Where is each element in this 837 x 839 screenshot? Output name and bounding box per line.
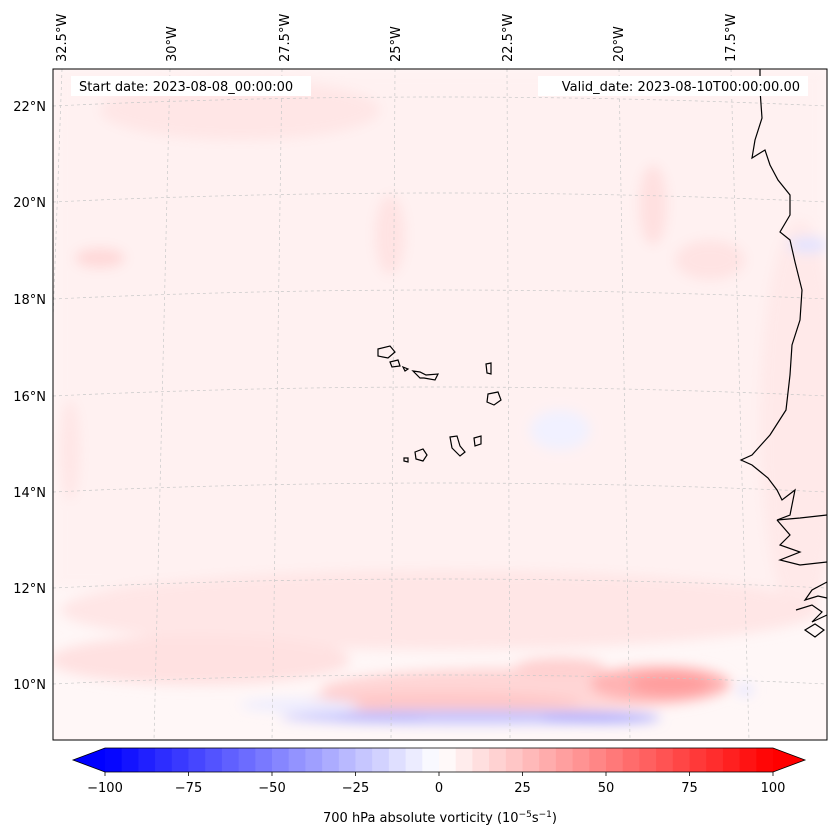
colorbar-cell	[589, 748, 607, 772]
brava	[403, 457, 409, 463]
lat-label-20n: 20°N	[13, 196, 46, 211]
sao-nicolau	[411, 370, 440, 381]
fogo	[414, 448, 428, 462]
lon-label-25w: 25°W	[389, 26, 404, 62]
lon-label-27-5w: 27.5°W	[278, 14, 293, 62]
santiago	[449, 435, 466, 457]
colorbar-cell	[756, 748, 774, 772]
colorbar-tick-label: 25	[514, 781, 531, 796]
colorbar-cell	[221, 748, 240, 772]
lat-label-22n: 22°N	[13, 100, 46, 115]
boa-vista	[486, 391, 502, 406]
colorbar-cell	[472, 748, 490, 772]
latitude-labels: 22°N 20°N 18°N 16°N 14°N 12°N 10°N	[13, 100, 46, 693]
colorbar-cell	[522, 748, 540, 772]
colorbar-cell	[305, 748, 323, 772]
colorbar-cell	[405, 748, 423, 772]
map-panel: Start date: 2023-08-08_00:00:00 Valid_da…	[53, 69, 827, 740]
colorbar-cell	[606, 748, 624, 772]
colorbar-cell	[455, 748, 473, 772]
colorbar-label: 700 hPa absolute vorticity (10−5s−1)	[323, 810, 557, 826]
colorbar-ticks: −100 −75 −50 −25 0 25 50 75 100	[87, 772, 785, 796]
colorbar-cell	[656, 748, 674, 772]
gridlines	[53, 69, 827, 740]
colorbar-cell	[639, 748, 657, 772]
colorbar-cell	[706, 748, 724, 772]
colorbar-cell	[205, 748, 223, 772]
lat-label-14n: 14°N	[13, 486, 46, 501]
valid-date-box	[538, 76, 808, 96]
longitude-labels: 32.5°W 30°W 27.5°W 25°W 22.5°W 20°W 17.5…	[55, 14, 739, 62]
lat-label-16n: 16°N	[13, 390, 46, 405]
africa-coastline	[739, 69, 827, 521]
colorbar-cell	[238, 748, 256, 772]
colorbar-cell	[555, 748, 574, 772]
colorbar-cell	[489, 748, 507, 772]
colorbar-cell	[539, 748, 557, 772]
colorbar-cell	[439, 748, 457, 772]
colorbar-cell	[272, 748, 290, 772]
colorbar-cell	[622, 748, 640, 772]
colorbar-cell	[689, 748, 707, 772]
colorbar-tick-label: −25	[342, 781, 369, 796]
vorticity-field	[53, 69, 827, 724]
colorbar-cells	[105, 748, 774, 772]
start-date-label: Start date: 2023-08-08_00:00:00	[79, 80, 293, 95]
colorbar-cell	[338, 748, 357, 772]
lon-label-17-5w: 17.5°W	[724, 14, 739, 62]
colorbar-cell	[422, 748, 440, 772]
colorbar-cell	[188, 748, 206, 772]
colorbar-tick-label: 100	[761, 781, 786, 796]
sal	[485, 362, 492, 375]
colorbar-cell	[288, 748, 306, 772]
colorbar-cell	[372, 748, 390, 772]
colorbar-cell	[572, 748, 590, 772]
maio	[473, 435, 482, 447]
lat-label-12n: 12°N	[13, 582, 46, 597]
colorbar-cell	[121, 748, 139, 772]
colorbar-tick-label: 75	[681, 781, 698, 796]
colorbar-cell	[171, 748, 190, 772]
colorbar-cell	[672, 748, 691, 772]
lon-label-20w: 20°W	[612, 26, 627, 62]
colorbar-cell	[255, 748, 273, 772]
colorbar-tick-label: 50	[598, 781, 615, 796]
colorbar-cell	[739, 748, 757, 772]
santo-antao	[377, 345, 396, 359]
map-frame	[52, 68, 828, 741]
colorbar-tick-label: −50	[258, 781, 285, 796]
lat-label-18n: 18°N	[13, 293, 46, 308]
valid-date-label: Valid_date: 2023-08-10T00:00:00.00	[562, 80, 800, 95]
lon-label-32-5w: 32.5°W	[55, 14, 70, 62]
colorbar-tick-label: 0	[435, 781, 443, 796]
lon-label-30w: 30°W	[165, 26, 180, 62]
start-date-box	[71, 76, 311, 96]
lat-label-10n: 10°N	[13, 678, 46, 693]
colorbar-tick-label: −100	[87, 781, 123, 796]
colorbar-cell	[138, 748, 156, 772]
colorbar-tick-label: −75	[175, 781, 202, 796]
colorbar-cell	[105, 748, 123, 772]
lon-label-22-5w: 22.5°W	[501, 14, 516, 62]
santa-luzia	[401, 365, 410, 372]
colorbar-max-extension	[773, 748, 805, 772]
colorbar-min-extension	[73, 748, 105, 772]
coastlines	[377, 69, 827, 638]
sao-vicente	[389, 359, 401, 368]
colorbar-cell	[355, 748, 373, 772]
colorbar-cell	[155, 748, 173, 772]
colorbar-cell	[322, 748, 340, 772]
colorbar-cell	[722, 748, 741, 772]
colorbar-cell	[388, 748, 407, 772]
colorbar-cell	[505, 748, 524, 772]
colorbar: −100 −75 −50 −25 0 25 50 75 100 700 hPa absolute…	[71, 747, 807, 826]
